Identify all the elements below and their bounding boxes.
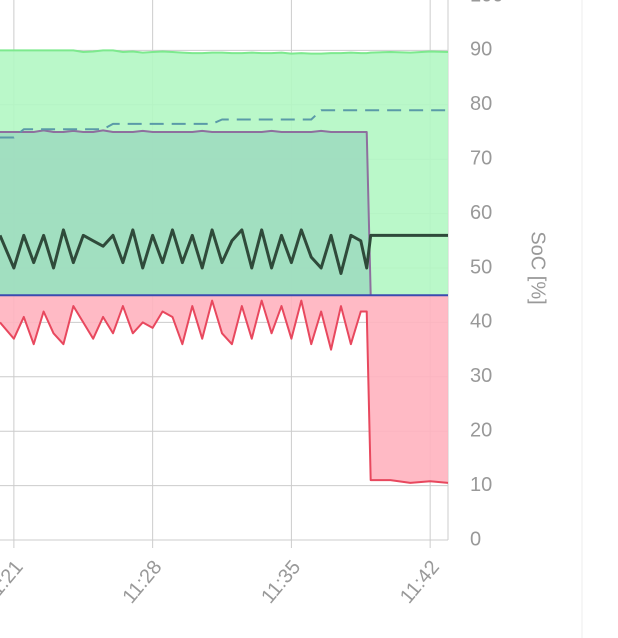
y-tick-label: 90 xyxy=(470,39,492,61)
series-line xyxy=(0,109,448,139)
y-axis-title: SoC [%] xyxy=(527,231,549,304)
series-line xyxy=(0,299,449,484)
y-tick-label: 40 xyxy=(470,311,492,333)
area xyxy=(0,130,371,296)
y-tick-label: 20 xyxy=(470,419,492,441)
y-tick-label: 0 xyxy=(470,528,481,550)
series-line xyxy=(0,129,372,296)
x-tick-label: 11:28 xyxy=(118,556,166,607)
x-tick-label: 11:21 xyxy=(0,556,28,607)
x-tick-label: 11:35 xyxy=(257,556,305,607)
y-tick-label: 50 xyxy=(470,256,492,278)
y-tick-label: 80 xyxy=(470,93,492,115)
series-line xyxy=(0,228,448,275)
area xyxy=(0,295,448,483)
y-tick-label: 70 xyxy=(470,147,492,169)
x-tick-label: 11:42 xyxy=(396,556,444,607)
y-tick-label: 60 xyxy=(470,202,492,224)
y-tick-label: 10 xyxy=(470,474,492,496)
y-tick-label: 30 xyxy=(470,365,492,387)
y-tick-label: 100 xyxy=(470,0,503,6)
series-line xyxy=(0,49,449,55)
